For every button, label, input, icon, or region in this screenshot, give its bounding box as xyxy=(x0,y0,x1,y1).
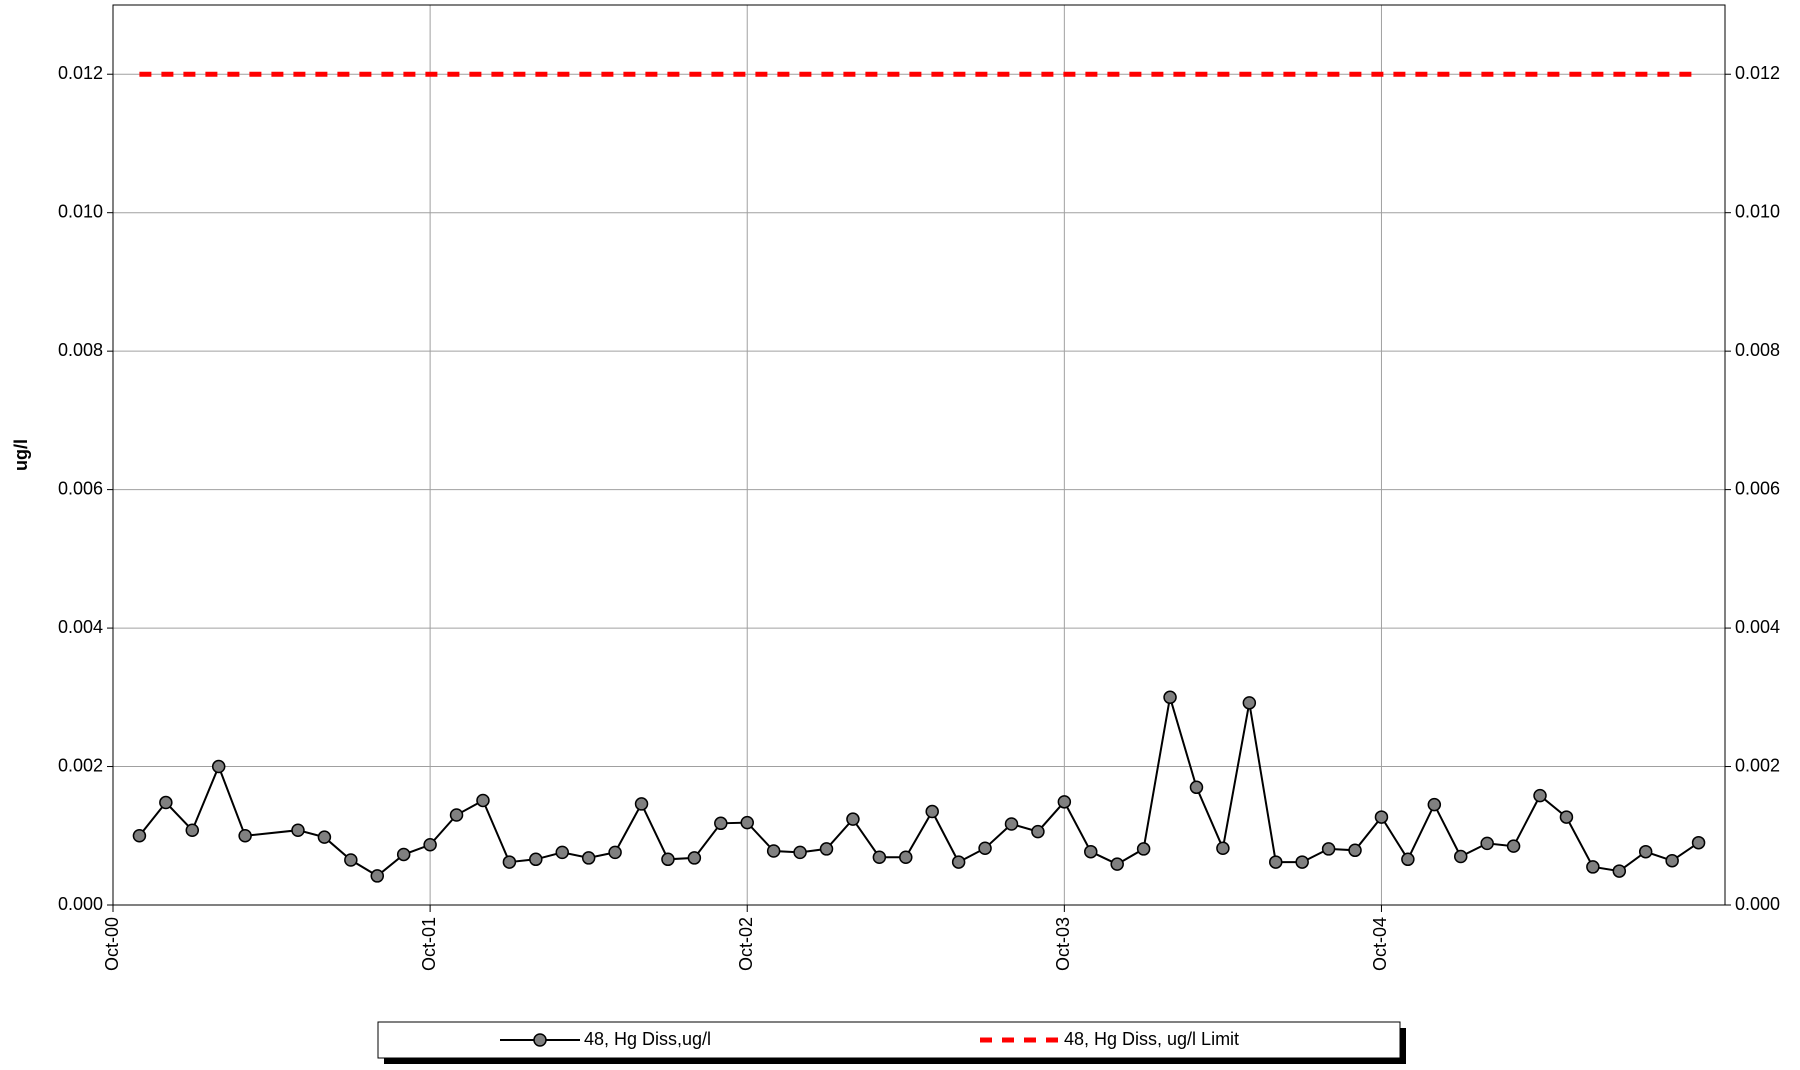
data-point xyxy=(159,795,173,810)
data-point xyxy=(1321,842,1336,856)
x-tick-label: Oct-03 xyxy=(1053,917,1073,971)
y2-tick-label: 0.008 xyxy=(1735,340,1780,360)
y-tick-label: 0.008 xyxy=(58,340,103,360)
legend: 48, Hg Diss,ug/l 48, Hg Diss, ug/l Limit xyxy=(377,1021,1406,1064)
data-point xyxy=(1559,810,1574,824)
data-point xyxy=(1612,864,1627,878)
data-point xyxy=(1269,855,1283,869)
data-point xyxy=(1401,852,1415,867)
data-point xyxy=(740,815,754,830)
data-point xyxy=(476,793,490,808)
plot-border xyxy=(112,4,1726,906)
data-point xyxy=(1163,690,1177,705)
data-point xyxy=(291,823,305,837)
data-point xyxy=(661,852,675,867)
data-point xyxy=(634,797,649,811)
data-point xyxy=(1691,835,1706,850)
data-point xyxy=(1427,797,1442,812)
data-point xyxy=(819,842,834,856)
data-point xyxy=(317,830,332,844)
data-point xyxy=(1453,849,1468,864)
legend-label: 48, Hg Diss,ug/l xyxy=(584,1029,711,1049)
data-point xyxy=(978,841,992,855)
data-point xyxy=(766,844,781,858)
data-point xyxy=(1084,844,1098,859)
data-point xyxy=(238,829,252,843)
y2-tick-label: 0.012 xyxy=(1735,63,1780,83)
x-tick-label: Oct-02 xyxy=(736,917,756,971)
y2-tick-label: 0.000 xyxy=(1735,894,1780,914)
data-point xyxy=(581,851,596,865)
y-tick-label: 0.000 xyxy=(58,894,103,914)
x-tick-label: Oct-01 xyxy=(419,917,439,971)
data-point xyxy=(899,850,913,864)
y-tick-label: 0.006 xyxy=(58,478,103,498)
data-point xyxy=(1031,824,1045,839)
data-point xyxy=(555,845,569,860)
data-point xyxy=(846,812,860,826)
data-point xyxy=(951,855,966,869)
y2-tick-label: 0.002 xyxy=(1735,755,1780,775)
y-tick-label: 0.002 xyxy=(58,755,103,775)
data-point xyxy=(185,823,200,837)
data-point xyxy=(1189,780,1204,795)
data-point xyxy=(370,869,385,883)
data-point xyxy=(529,852,543,867)
data-point xyxy=(1110,857,1124,871)
data-point xyxy=(1295,855,1309,869)
data-point xyxy=(211,759,226,774)
data-point xyxy=(1374,810,1389,824)
data-point xyxy=(1004,817,1019,831)
data-point xyxy=(1216,841,1230,855)
data-point xyxy=(449,808,464,822)
data-point xyxy=(1480,836,1494,851)
data-point xyxy=(1638,844,1653,859)
data-point xyxy=(502,855,517,869)
data-point xyxy=(608,845,622,860)
data-point xyxy=(396,847,411,862)
data-point xyxy=(423,838,437,852)
data-point xyxy=(1506,839,1521,853)
data-point xyxy=(1665,853,1679,868)
data-point xyxy=(1136,842,1151,856)
data-point xyxy=(1057,795,1072,809)
data-point xyxy=(793,845,807,860)
data-point xyxy=(132,829,147,843)
legend-marker xyxy=(533,1033,547,1047)
data-point xyxy=(925,804,939,819)
y-tick-label: 0.004 xyxy=(58,617,103,637)
data-point xyxy=(872,850,887,864)
x-tick-label: Oct-00 xyxy=(102,917,122,971)
plot-area xyxy=(113,5,1725,905)
data-point xyxy=(714,816,728,831)
y2-tick-label: 0.004 xyxy=(1735,617,1780,637)
y-tick-label: 0.010 xyxy=(58,201,103,221)
data-point xyxy=(1586,860,1600,874)
data-point xyxy=(344,853,358,867)
data-point xyxy=(1242,696,1257,710)
y-tick-label: 0.012 xyxy=(58,63,103,83)
x-tick-label: Oct-04 xyxy=(1370,917,1390,971)
y-axis-label: ug/l xyxy=(11,439,31,471)
legend-label: 48, Hg Diss, ug/l Limit xyxy=(1064,1029,1239,1049)
y2-tick-label: 0.010 xyxy=(1735,201,1780,221)
data-point xyxy=(1348,843,1362,858)
data-point xyxy=(1533,788,1547,803)
data-point xyxy=(687,851,702,865)
y2-tick-label: 0.006 xyxy=(1735,478,1780,498)
